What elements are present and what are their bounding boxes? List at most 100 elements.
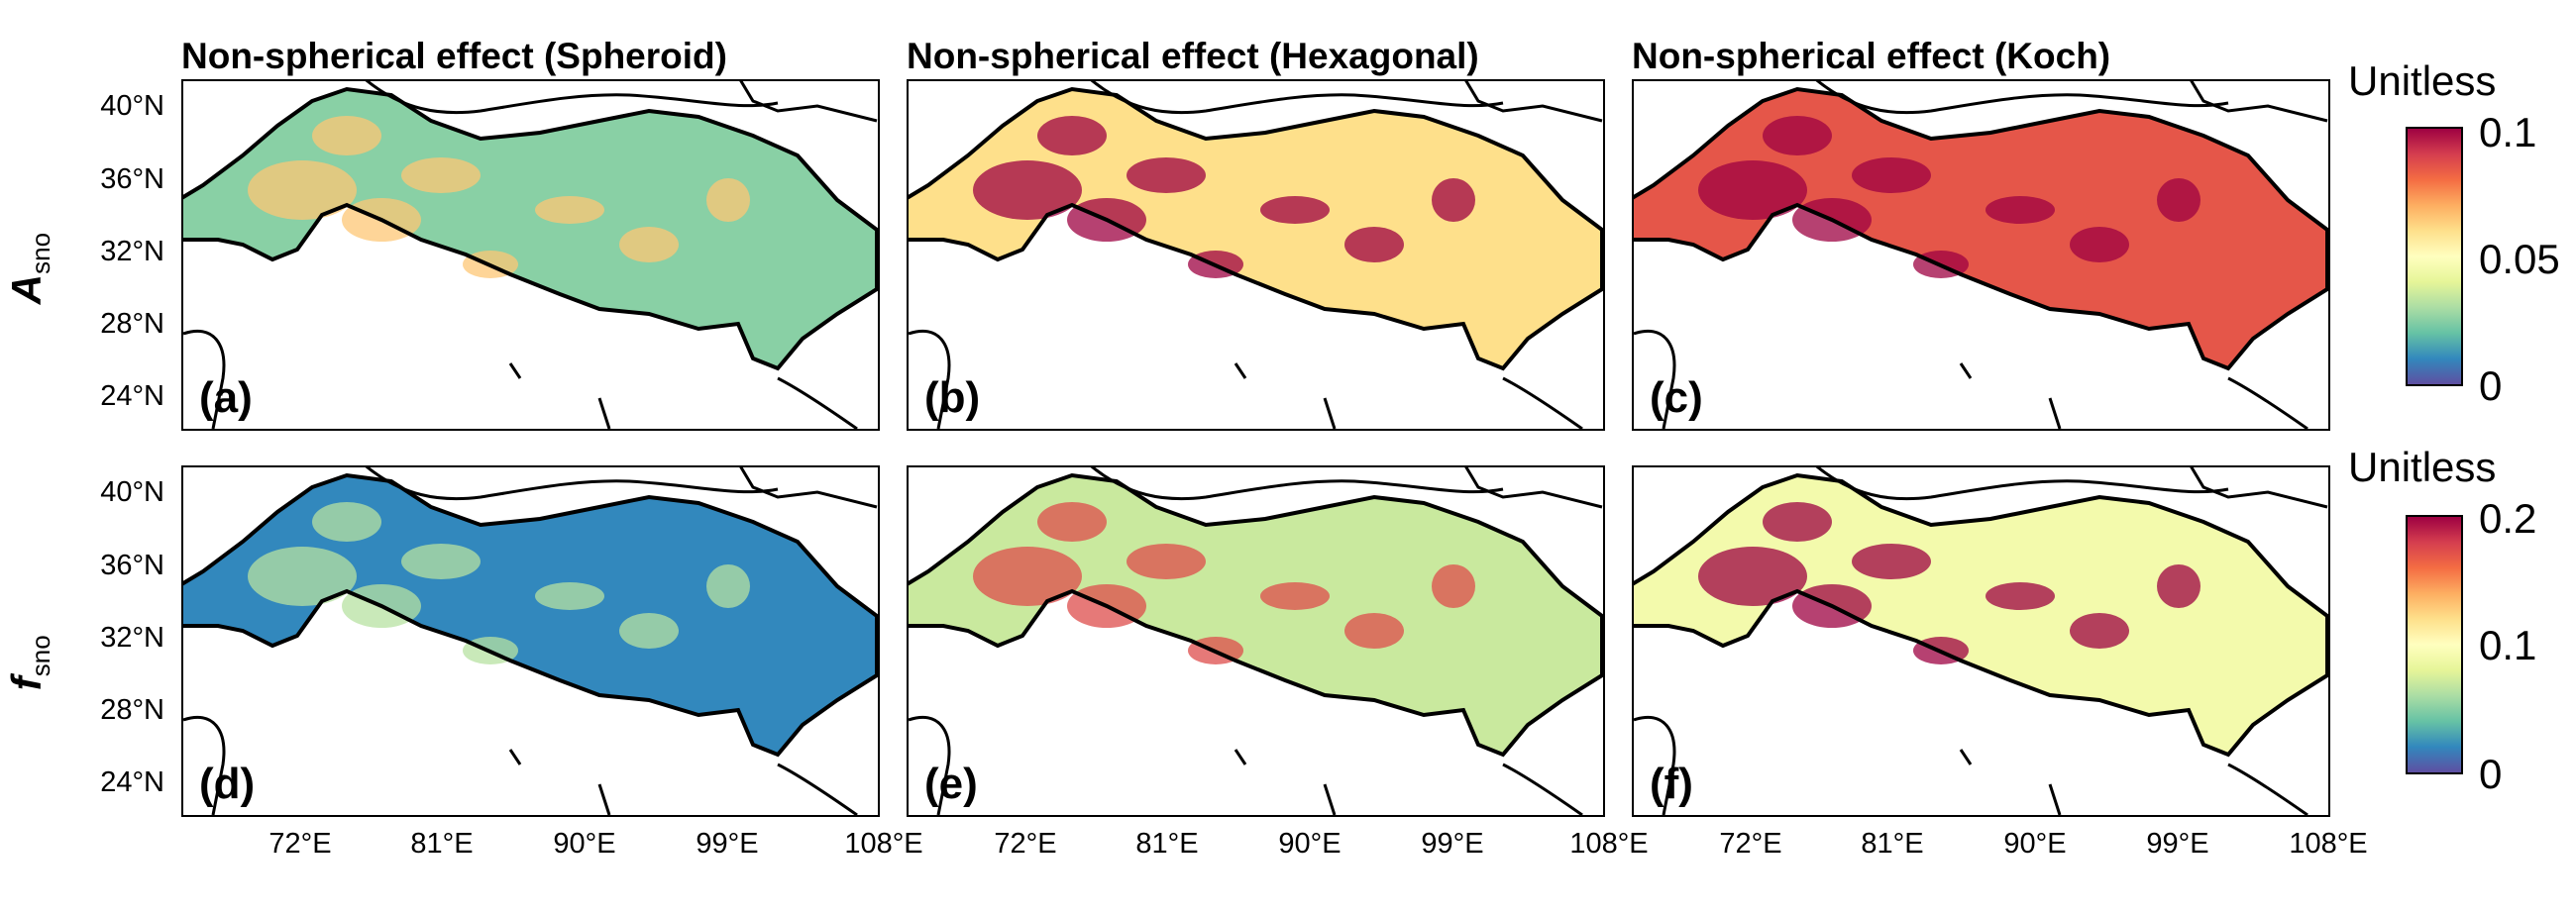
hotspot — [1986, 196, 2055, 224]
lon-tick-label: 81°E — [1135, 828, 1199, 860]
panel-title-a: Non-spherical effect (Spheroid) — [181, 36, 727, 76]
panel-letter-d: (d) — [199, 760, 256, 808]
hotspot — [535, 582, 604, 610]
colorbar-title-bottom: Unitless — [2348, 444, 2497, 490]
map-a — [183, 81, 878, 429]
lon-tick-label: 90°E — [1278, 828, 1342, 860]
lon-tick-label: 99°E — [1421, 828, 1484, 860]
hotspot — [1763, 116, 1832, 155]
lon-tick-label: 81°E — [410, 828, 474, 860]
lon-tick-label: 72°E — [994, 828, 1057, 860]
lon-tick-label: 72°E — [268, 828, 332, 860]
panel-title-b: Non-spherical effect (Hexagonal) — [907, 36, 1479, 76]
map-panel-a: (a) — [181, 79, 880, 431]
lon-tick-label: 99°E — [696, 828, 759, 860]
coastline — [1634, 467, 2328, 815]
panel-letter-a: (a) — [199, 373, 253, 422]
hotspot — [1037, 116, 1107, 155]
lat-tick-label: 28°N — [100, 694, 164, 726]
colorbar-top-min: 0 — [2479, 362, 2503, 409]
colorbar-top-mid: 0.05 — [2479, 236, 2560, 282]
colorbar-bottom-min: 0 — [2479, 751, 2503, 797]
colorbar-top — [2406, 127, 2463, 386]
map-e — [909, 467, 1603, 815]
hotspot — [1432, 564, 1475, 608]
map-d — [183, 467, 878, 815]
hotspot — [1852, 544, 1931, 579]
lat-tick-label: 24°N — [100, 380, 164, 412]
coastline — [1634, 81, 2328, 429]
hotspot — [706, 564, 750, 608]
hotspot — [401, 157, 481, 193]
hotspot — [973, 160, 1082, 220]
hotspot — [2157, 564, 2200, 608]
plateau-boundary — [1634, 472, 2328, 758]
lat-tick-label: 36°N — [100, 163, 164, 195]
plateau-field — [1634, 475, 2327, 755]
lat-tick-label: 40°N — [100, 90, 164, 122]
map-panel-e: (e) — [907, 465, 1605, 817]
colorbar-top-max: 0.1 — [2479, 109, 2537, 155]
hotspot — [248, 160, 357, 220]
hotspot — [312, 502, 381, 542]
plateau-field — [183, 475, 877, 755]
plateau-boundary — [909, 472, 1603, 758]
colorbar-bottom — [2406, 515, 2463, 774]
colorbar-bottom-mid: 0.1 — [2479, 622, 2537, 668]
panel-letter-c: (c) — [1650, 373, 1703, 422]
plateau-boundary — [909, 86, 1603, 371]
plateau-boundary — [183, 472, 878, 758]
hotspot — [1698, 160, 1807, 220]
hotspot — [312, 116, 381, 155]
map-panel-c: (c) — [1632, 79, 2330, 431]
hotspot — [401, 544, 481, 579]
lon-tick-label: 108°E — [844, 828, 923, 860]
hotspot — [1852, 157, 1931, 193]
lon-tick-label: 90°E — [553, 828, 616, 860]
lon-tick-label: 72°E — [1719, 828, 1782, 860]
colorbar-title-top: Unitless — [2348, 57, 2497, 104]
map-panel-b: (b) — [907, 79, 1605, 431]
panel-letter-f: (f) — [1650, 760, 1693, 808]
panel-title-c: Non-spherical effect (Koch) — [1632, 36, 2111, 76]
row-label-fsno: fsno — [2, 635, 56, 691]
lon-tick-label: 108°E — [2289, 828, 2368, 860]
coastline — [909, 81, 1603, 429]
plateau-field — [909, 89, 1602, 368]
hotspot — [1986, 582, 2055, 610]
hotspot — [1432, 178, 1475, 222]
hotspot — [2157, 178, 2200, 222]
hotspot — [248, 547, 357, 606]
hotspot — [1260, 582, 1330, 610]
hotspot — [1698, 547, 1807, 606]
hotspot — [1763, 502, 1832, 542]
hotspot — [619, 227, 679, 262]
hotspot — [1344, 613, 1404, 649]
lat-tick-label: 32°N — [100, 622, 164, 654]
lat-tick-label: 36°N — [100, 550, 164, 581]
lat-tick-label: 40°N — [100, 476, 164, 508]
hotspot — [1037, 502, 1107, 542]
map-b — [909, 81, 1603, 429]
lon-tick-label: 99°E — [2146, 828, 2209, 860]
hotspot — [1344, 227, 1404, 262]
hotspot — [1260, 196, 1330, 224]
hotspot — [2070, 227, 2129, 262]
lat-tick-label: 28°N — [100, 308, 164, 340]
lat-tick-label: 32°N — [100, 236, 164, 267]
map-f — [1634, 467, 2328, 815]
hotspot — [535, 196, 604, 224]
hotspot — [973, 547, 1082, 606]
coastline — [909, 467, 1603, 815]
lon-tick-label: 81°E — [1861, 828, 1924, 860]
plateau-field — [1634, 89, 2327, 368]
hotspot — [619, 613, 679, 649]
row-label-asno: Asno — [2, 232, 56, 305]
panel-letter-e: (e) — [924, 760, 978, 808]
plateau-boundary — [183, 86, 878, 371]
panel-letter-b: (b) — [924, 373, 981, 422]
hotspot — [2070, 613, 2129, 649]
hotspot — [706, 178, 750, 222]
plateau-field — [909, 475, 1602, 755]
